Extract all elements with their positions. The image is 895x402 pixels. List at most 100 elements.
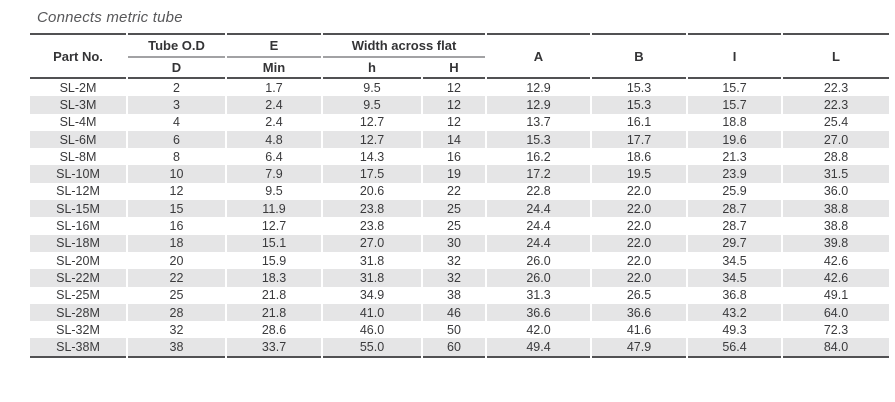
value-cell: 23.8 [323,217,421,235]
header-row-groups: Part No. Tube O.D E Width across flat A … [30,33,889,79]
table-title: Connects metric tube [37,9,183,26]
value-cell: 28.7 [688,217,781,235]
table-row: SL-4M 4 2.4 12.7 12 13.7 16.1 18.8 25.4 [30,113,889,131]
table-row: SL-16M 16 12.7 23.8 25 24.4 22.0 28.7 38.8 [30,217,889,235]
value-cell: 1.7 [227,79,321,97]
value-cell: 36.6 [487,303,590,322]
table-body: SL-2M 2 1.7 9.5 12 12.9 15.3 15.7 22.3 SL-3M 3 2.4 9… [30,79,889,358]
spec-table: Part No. Tube O.D E Width across flat A … [28,33,891,358]
value-cell: 55.0 [323,338,421,358]
value-cell: 26.0 [487,251,590,270]
value-cell: 25 [423,217,485,235]
value-cell: 22.8 [487,182,590,201]
value-cell: 39.8 [783,234,889,252]
value-cell: 28 [128,303,225,322]
value-cell: 28.8 [783,148,889,166]
part-no-cell: SL-12M [30,182,126,201]
col-header-part-no: Part No. [30,33,126,79]
value-cell: 30 [423,234,485,252]
value-cell: 3 [128,96,225,114]
part-no-cell: SL-2M [30,79,126,97]
value-cell: 12.7 [323,113,421,131]
col-header-tube-od: Tube O.D [128,33,225,58]
value-cell: 12.7 [227,217,321,235]
value-cell: 42.0 [487,321,590,339]
part-no-cell: SL-38M [30,338,126,358]
value-cell: 20 [128,251,225,270]
value-cell: 38 [128,338,225,358]
value-cell: 4 [128,113,225,131]
col-header-d: D [128,58,225,79]
part-no-cell: SL-22M [30,269,126,287]
value-cell: 12 [423,79,485,97]
value-cell: 36.8 [688,286,781,304]
part-no-cell: SL-6M [30,130,126,149]
value-cell: 12.9 [487,79,590,97]
value-cell: 41.6 [592,321,686,339]
part-no-cell: SL-32M [30,321,126,339]
value-cell: 14.3 [323,148,421,166]
value-cell: 28.6 [227,321,321,339]
value-cell: 18.3 [227,269,321,287]
table-row: SL-18M 18 15.1 27.0 30 24.4 22.0 29.7 39.8 [30,234,889,252]
col-header-a: A [487,33,590,79]
table-row: SL-28M 28 21.8 41.0 46 36.6 36.6 43.2 64.0 [30,303,889,322]
value-cell: 17.5 [323,165,421,183]
value-cell: 47.9 [592,338,686,358]
value-cell: 23.9 [688,165,781,183]
value-cell: 22.0 [592,182,686,201]
value-cell: 49.4 [487,338,590,358]
value-cell: 11.9 [227,200,321,218]
value-cell: 27.0 [783,130,889,149]
value-cell: 50 [423,321,485,339]
part-no-cell: SL-10M [30,165,126,183]
value-cell: 24.4 [487,200,590,218]
value-cell: 21.8 [227,286,321,304]
value-cell: 38.8 [783,200,889,218]
col-header-e: E [227,33,321,58]
value-cell: 15.1 [227,234,321,252]
value-cell: 16 [423,148,485,166]
value-cell: 17.7 [592,130,686,149]
value-cell: 9.5 [323,96,421,114]
col-header-h-cap: H [423,58,485,79]
part-no-cell: SL-18M [30,234,126,252]
value-cell: 31.8 [323,251,421,270]
value-cell: 18 [128,234,225,252]
part-no-cell: SL-4M [30,113,126,131]
value-cell: 25 [423,200,485,218]
table-row: SL-2M 2 1.7 9.5 12 12.9 15.3 15.7 22.3 [30,79,889,97]
value-cell: 31.5 [783,165,889,183]
value-cell: 26.0 [487,269,590,287]
table-row: SL-10M 10 7.9 17.5 19 17.2 19.5 23.9 31.5 [30,165,889,183]
value-cell: 38.8 [783,217,889,235]
value-cell: 22 [423,182,485,201]
table-row: SL-32M 32 28.6 46.0 50 42.0 41.6 49.3 72.3 [30,321,889,339]
value-cell: 22.3 [783,96,889,114]
value-cell: 9.5 [323,79,421,97]
part-no-cell: SL-8M [30,148,126,166]
value-cell: 27.0 [323,234,421,252]
value-cell: 15 [128,200,225,218]
value-cell: 49.3 [688,321,781,339]
value-cell: 17.2 [487,165,590,183]
col-header-width-across-flat: Width across flat [323,33,485,58]
value-cell: 22.0 [592,234,686,252]
value-cell: 22.0 [592,217,686,235]
value-cell: 12 [128,182,225,201]
value-cell: 6.4 [227,148,321,166]
value-cell: 2 [128,79,225,97]
table-row: SL-20M 20 15.9 31.8 32 26.0 22.0 34.5 42.6 [30,251,889,270]
value-cell: 24.4 [487,217,590,235]
value-cell: 12.9 [487,96,590,114]
value-cell: 16.1 [592,113,686,131]
table-row: SL-6M 6 4.8 12.7 14 15.3 17.7 19.6 27.0 [30,130,889,149]
value-cell: 2.4 [227,96,321,114]
value-cell: 34.5 [688,269,781,287]
value-cell: 18.6 [592,148,686,166]
value-cell: 25.9 [688,182,781,201]
value-cell: 9.5 [227,182,321,201]
table-row: SL-38M 38 33.7 55.0 60 49.4 47.9 56.4 84.0 [30,338,889,358]
value-cell: 46.0 [323,321,421,339]
table-row: SL-22M 22 18.3 31.8 32 26.0 22.0 34.5 42.6 [30,269,889,287]
